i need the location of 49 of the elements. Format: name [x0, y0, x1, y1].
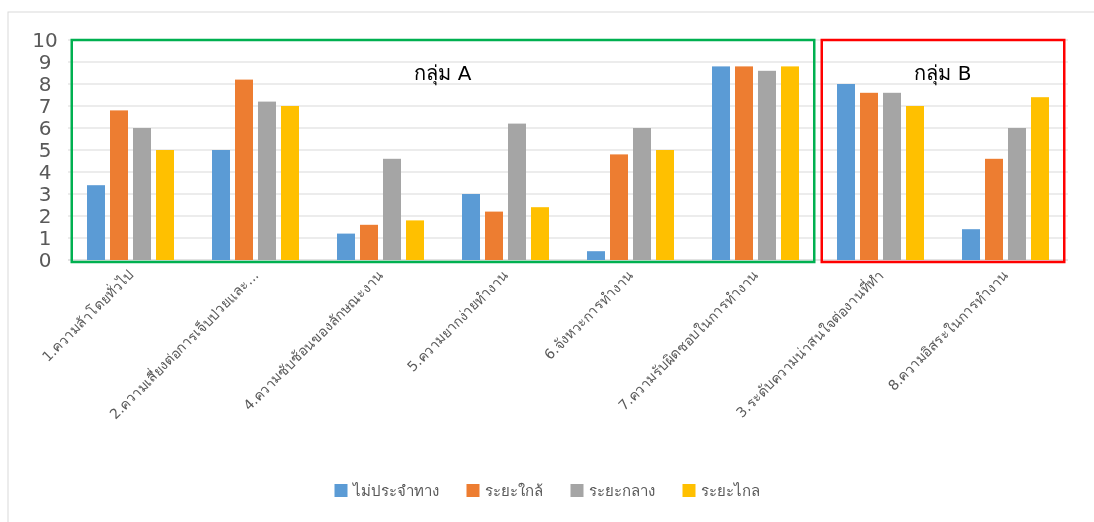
y-tick-label: 9 [38, 50, 52, 74]
bar [781, 66, 799, 260]
y-tick-label: 7 [38, 94, 52, 118]
legend-label: ระยะกลาง [588, 482, 655, 500]
bar [531, 207, 549, 260]
bar [860, 92, 878, 260]
bar [656, 150, 674, 260]
bar [133, 128, 151, 260]
y-tick-label: 5 [38, 138, 52, 162]
bar [1008, 128, 1026, 260]
bar [110, 110, 128, 260]
y-tick-label: 3 [38, 182, 52, 206]
bar [383, 158, 401, 260]
annotation: กลุ่ม A [414, 60, 472, 86]
bar [735, 66, 753, 260]
bar [587, 251, 605, 260]
legend-label: ไม่ประจำทาง [351, 482, 439, 500]
bar [962, 229, 980, 260]
y-tick-label: 1 [38, 226, 52, 250]
bar [360, 224, 378, 260]
bar [1031, 97, 1049, 260]
bar [633, 128, 651, 260]
bar [337, 233, 355, 260]
bar [212, 150, 230, 260]
y-tick-label: 2 [38, 204, 52, 228]
bar [462, 194, 480, 260]
bar [712, 66, 730, 260]
y-tick-label: 4 [38, 160, 52, 184]
y-tick-label: 8 [38, 72, 52, 96]
bar [406, 220, 424, 260]
bar [758, 70, 776, 260]
bar [156, 150, 174, 260]
bar [87, 185, 105, 260]
bar [258, 101, 276, 260]
bar [281, 106, 299, 260]
bar [508, 123, 526, 260]
bar [235, 79, 253, 260]
y-tick-label: 10 [32, 28, 58, 52]
bar [610, 154, 628, 260]
bar [485, 211, 503, 260]
bar [883, 92, 901, 260]
y-tick-label: 0 [38, 248, 52, 272]
legend-label: ระยะไกล [700, 482, 760, 500]
legend-label: ระยะใกล้ [484, 482, 543, 500]
y-tick-label: 6 [38, 116, 52, 140]
annotation: กลุ่ม B [914, 60, 972, 86]
bar [837, 84, 855, 260]
bar [906, 106, 924, 260]
bar [985, 158, 1003, 260]
